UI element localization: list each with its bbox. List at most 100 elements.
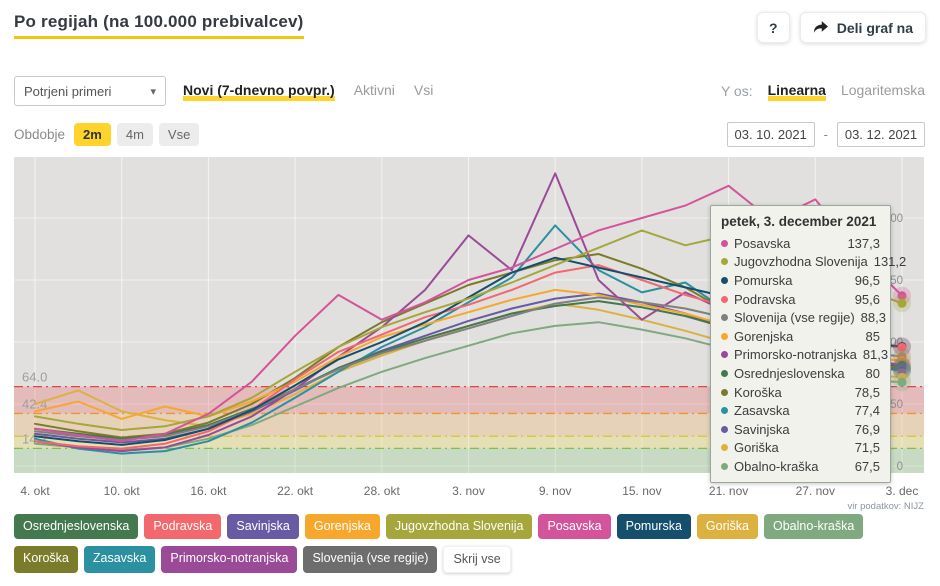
x-axis-tick-label: 22. okt — [277, 484, 314, 498]
x-axis-tick-label: 3. dec — [885, 484, 919, 498]
y-axis-tick-label: 50 — [890, 399, 903, 411]
help-button[interactable]: ? — [756, 12, 790, 43]
date-range: 03. 10. 2021 - 03. 12. 2021 — [726, 122, 925, 147]
legend-button-zasavska[interactable]: Zasavska — [83, 546, 156, 573]
date-from-input[interactable]: 03. 10. 2021 — [726, 122, 815, 147]
period-pill-2m[interactable]: 2m — [74, 123, 111, 146]
legend-button-pomurska[interactable]: Pomurska — [616, 514, 691, 539]
legend-button-jugovzhodna-slovenija[interactable]: Jugovzhodna Slovenija — [385, 514, 533, 539]
tooltip-row-obalno-kra-ka: Obalno-kraška 67,5 — [721, 457, 880, 476]
tooltip-region-value: 96,5 — [854, 272, 880, 288]
series-end-dot-posavska — [897, 291, 907, 301]
period-pill-4m[interactable]: 4m — [116, 123, 153, 146]
metric-tabs: Novi (7-dnevno povpr.) Aktivni Vsi — [183, 81, 434, 101]
tab-aktivni[interactable]: Aktivni — [353, 81, 395, 98]
legend-button-obalno-kra-ka[interactable]: Obalno-kraška — [764, 514, 864, 539]
series-dot-icon — [721, 444, 728, 452]
legend-button-slovenija-vse-regije[interactable]: Slovenija (vse regije) — [303, 546, 438, 573]
x-axis-tick-label: 28. okt — [363, 484, 400, 498]
date-range-separator: - — [823, 127, 828, 142]
controls-row-period: Obdobje 2m 4m Vse 03. 10. 2021 - 03. 12. 2… — [14, 122, 925, 147]
series-dot-icon — [721, 425, 728, 433]
series-dot-icon — [721, 276, 728, 284]
data-source-note: vir podatkov: NIJZ — [847, 501, 924, 512]
series-dot-icon — [721, 239, 728, 247]
series-end-dot-obalno-kra-ka — [897, 377, 907, 387]
tooltip-date-title: petek, 3. december 2021 — [721, 214, 877, 229]
tooltip-row-koro-ka: Koroška 78,5 — [721, 383, 880, 402]
series-end-dot-jugovzhodna-slovenija — [897, 298, 907, 308]
tooltip-region-value: 67,5 — [854, 458, 880, 474]
tooltip-region-value: 78,5 — [854, 384, 880, 400]
share-button[interactable]: Deli graf na — [799, 12, 926, 43]
tooltip-row-osrednjeslovenska: Osrednjeslovenska 80 — [721, 364, 880, 383]
y-axis-option-linearna[interactable]: Linearna — [767, 81, 826, 101]
tooltip-region-value: 131,2 — [873, 254, 907, 270]
series-dot-icon — [721, 369, 728, 377]
legend-button-primorsko-notranjska[interactable]: Primorsko-notranjska — [161, 546, 298, 573]
y-axis-option-logaritemska[interactable]: Logaritemska — [840, 81, 925, 98]
legend-button-gorenjska[interactable]: Gorenjska — [304, 514, 380, 539]
tooltip-region-name: Podravska — [734, 291, 796, 307]
chevron-down-icon: ▾ — [150, 85, 156, 98]
tooltip-region-value: 76,9 — [854, 421, 880, 437]
legend-button-osrednjeslovenska[interactable]: Osrednjeslovenska — [14, 514, 139, 539]
hide-all-button[interactable]: Skrij vse — [443, 546, 511, 573]
legend-button-posavska[interactable]: Posavska — [538, 514, 611, 539]
tooltip-region-name: Posavska — [734, 235, 791, 251]
tooltip-row-savinjska: Savinjska 76,9 — [721, 420, 880, 439]
tooltip-region-name: Gorenjska — [734, 328, 794, 344]
tooltip-region-value: 71,5 — [854, 440, 880, 456]
region-legend: Osrednjeslovenska Podravska Savinjska Goren… — [14, 514, 926, 573]
series-dot-icon — [721, 407, 728, 415]
tooltip-region-value: 137,3 — [847, 235, 880, 251]
tooltip-region-value: 81,3 — [862, 347, 889, 363]
tab-vsi[interactable]: Vsi — [413, 81, 434, 98]
metric-dropdown-value: Potrjeni primeri — [24, 83, 112, 99]
series-end-dot-savinjska — [897, 366, 907, 376]
series-dot-icon — [721, 258, 728, 266]
tab-novi-7-dnevno-povpr[interactable]: Novi (7-dnevno povpr.) — [183, 81, 335, 101]
x-axis-tick-label: 10. okt — [103, 484, 140, 498]
tooltip-region-value: 85 — [865, 328, 880, 344]
series-dot-icon — [721, 314, 728, 322]
page-title: Po regijah (na 100.000 prebivalcev) — [14, 12, 304, 39]
x-axis-tick-label: 15. nov — [622, 484, 662, 498]
tooltip-region-value: 95,6 — [854, 291, 880, 307]
x-axis-tick-label: 27. nov — [795, 484, 835, 498]
share-icon — [813, 20, 828, 33]
series-dot-icon — [721, 332, 728, 340]
tooltip-row-pomurska: Pomurska 96,5 — [721, 271, 880, 290]
legend-button-koro-ka[interactable]: Koroška — [14, 546, 78, 573]
tooltip-region-name: Savinjska — [734, 421, 790, 437]
x-axis-tick-label: 4. okt — [20, 484, 50, 498]
y-axis-tick-label: 0 — [897, 461, 903, 473]
chart-tooltip: petek, 3. december 2021 Posavska 137,3 Jug… — [710, 205, 906, 483]
phase-band — [14, 436, 924, 449]
tooltip-row-gorenjska: Gorenjska 85 — [721, 327, 880, 346]
x-axis: 4. okt 10. okt 16. okt 22. okt 28. okt 3. nov… — [0, 484, 940, 499]
period-pill-vse[interactable]: Vse — [158, 123, 200, 146]
phase-band — [14, 413, 924, 437]
tooltip-rows: Posavska 137,3 Jugovzhodna Slovenija 131,2 P… — [721, 234, 906, 476]
tooltip-region-name: Koroška — [734, 384, 782, 400]
series-dot-icon — [721, 388, 728, 396]
tooltip-region-name: Primorsko-notranjska — [734, 347, 857, 363]
threshold-label: 64.0 — [22, 370, 47, 385]
tooltip-region-name: Osrednjeslovenska — [734, 365, 845, 381]
metric-dropdown[interactable]: Potrjeni primeri ▾ — [14, 76, 166, 106]
y-axis-options: Linearna Logaritemska — [767, 81, 925, 101]
tooltip-region-value: 88,3 — [860, 310, 886, 326]
tooltip-region-value: 77,4 — [854, 403, 880, 419]
date-to-input[interactable]: 03. 12. 2021 — [837, 122, 925, 147]
x-axis-tick-label: 3. nov — [452, 484, 485, 498]
legend-button-gori-ka[interactable]: Goriška — [696, 514, 758, 539]
controls-row-metric: Potrjeni primeri ▾ Novi (7-dnevno povpr.… — [14, 76, 925, 106]
tooltip-row-podravska: Podravska 95,6 — [721, 290, 880, 309]
tooltip-region-name: Obalno-kraška — [734, 458, 819, 474]
share-button-label: Deli graf na — [836, 19, 913, 36]
x-axis-tick-label: 16. okt — [190, 484, 227, 498]
legend-button-podravska[interactable]: Podravska — [144, 514, 222, 539]
header-buttons: ? Deli graf na — [756, 12, 926, 43]
legend-button-savinjska[interactable]: Savinjska — [227, 514, 299, 539]
